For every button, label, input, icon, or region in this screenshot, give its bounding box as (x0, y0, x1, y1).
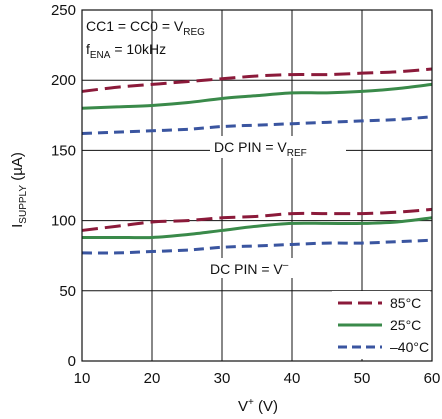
legend-label: –40°C (390, 339, 429, 355)
x-axis-title-base: V (238, 398, 248, 415)
annotation-dc-ref-base: DC PIN = V (214, 139, 287, 155)
annotation-condition-2: fENA = 10kHz (86, 41, 166, 61)
plot-frame (81, 9, 433, 362)
legend-label: 85°C (390, 295, 421, 311)
x-axis-title: V+ (V) (238, 397, 278, 415)
annotation-dc-vminus-sup: – (283, 260, 289, 271)
legend: 85°C 25°C –40°C (332, 291, 430, 359)
series-line (81, 216, 433, 240)
annotation-dc-vminus-base: DC PIN = V (210, 261, 283, 277)
x-tick-labels: 10 20 30 40 50 60 (74, 370, 441, 387)
x-tick-label: 10 (74, 370, 91, 387)
y-tick-label: 100 (51, 213, 76, 230)
y-tick-label: 150 (51, 142, 76, 159)
series-line (81, 82, 433, 110)
annotation-condition-2-sub: ENA (90, 50, 111, 61)
x-tick-label: 40 (284, 370, 301, 387)
x-axis-title-tail: (V) (254, 398, 278, 415)
series-line (81, 67, 433, 93)
y-tick-label: 200 (51, 72, 76, 89)
x-tick-label: 30 (214, 370, 231, 387)
series-layer (81, 67, 433, 255)
legend-label: 25°C (390, 317, 421, 333)
y-tick-labels: 0 50 100 150 200 250 (51, 2, 76, 370)
annotation-condition-2-base: f (86, 41, 90, 57)
annotation-condition-1: CC1 = CC0 = VREG (86, 18, 205, 38)
y-axis-title-tail: (µA) (9, 152, 26, 185)
annotation-condition-1-sub: REG (183, 27, 205, 38)
y-tick-label: 0 (68, 353, 76, 370)
x-axis-title-sup: + (248, 397, 254, 408)
annotation-dc-vminus: DC PIN = V– (210, 260, 289, 277)
series-line (81, 207, 433, 232)
x-tick-label: 20 (144, 370, 161, 387)
x-tick-label: 50 (354, 370, 371, 387)
y-tick-label: 50 (59, 283, 76, 300)
annotation-dc-ref-backdrop (210, 136, 346, 158)
y-axis-title: ISUPPLY (µA) (9, 152, 29, 228)
series-line (81, 115, 433, 136)
annotation-condition-1-base: CC1 = CC0 = V (86, 18, 184, 34)
y-axis-title-sub: SUPPLY (18, 185, 29, 224)
y-tick-label: 250 (51, 2, 76, 19)
annotation-dc-vminus-backdrop (207, 258, 307, 278)
series-line (81, 238, 433, 255)
annotation-dc-ref-sub: REF (287, 148, 307, 159)
annotation-dc-ref: DC PIN = VREF (214, 139, 307, 159)
grid (82, 10, 432, 361)
annotation-condition-2-tail: = 10kHz (110, 41, 166, 57)
x-tick-label: 60 (424, 370, 441, 387)
y-axis-title-base: I (9, 224, 26, 228)
